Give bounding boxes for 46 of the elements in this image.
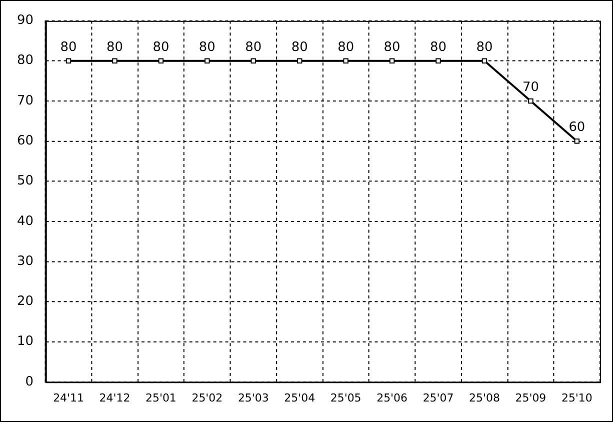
point xyxy=(436,58,441,64)
y-tick-label: 80 xyxy=(16,53,34,68)
point xyxy=(66,58,72,64)
y-tick-label: 10 xyxy=(16,334,34,350)
point xyxy=(343,58,348,64)
y-tick-label: 90 xyxy=(16,13,34,28)
x-tick-label: 24'11 xyxy=(53,391,84,404)
x-tick-label: 25'06 xyxy=(376,391,408,404)
point xyxy=(250,58,256,64)
data-label: 80 xyxy=(430,40,447,55)
data-label: 80 xyxy=(152,40,170,55)
data-label: 80 xyxy=(106,40,123,55)
y-tick-label: 40 xyxy=(16,214,34,229)
point xyxy=(158,58,164,64)
data-label: 80 xyxy=(338,40,354,55)
data-label: 80 xyxy=(476,40,493,55)
x-tick-label: 25'04 xyxy=(284,391,316,404)
point xyxy=(574,138,580,144)
x-tick-label: 25'03 xyxy=(238,391,269,404)
x-tick-label: 25'01 xyxy=(146,391,176,404)
data-label: 70 xyxy=(522,80,539,95)
data-label: 80 xyxy=(60,40,77,55)
data-label: 80 xyxy=(245,40,262,55)
x-tick-label: 25'10 xyxy=(561,391,592,404)
x-tick-label: 25'02 xyxy=(192,391,223,404)
point xyxy=(389,58,395,64)
y-tick-label: 60 xyxy=(16,134,34,148)
data-label: 80 xyxy=(384,40,400,55)
point xyxy=(296,58,302,64)
x-tick-label: 25'09 xyxy=(515,391,546,404)
y-tick-label: 30 xyxy=(16,254,34,269)
x-tick-label: 25'05 xyxy=(330,391,362,404)
data-label: 80 xyxy=(291,40,308,55)
point xyxy=(528,98,534,104)
data-label: 80 xyxy=(198,40,216,55)
data-label: 60 xyxy=(568,120,586,136)
x-tick-label: 25'08 xyxy=(469,391,500,404)
y-tick-label: 20 xyxy=(16,294,34,310)
y-tick-label: 70 xyxy=(16,93,34,108)
x-tick-label: 24'12 xyxy=(99,391,130,404)
x-tick-label: 25'07 xyxy=(422,391,454,404)
y-tick-label: 0 xyxy=(25,374,34,390)
point xyxy=(204,58,210,64)
y-tick-label: 50 xyxy=(16,174,34,189)
point xyxy=(482,58,488,64)
point xyxy=(112,58,118,64)
